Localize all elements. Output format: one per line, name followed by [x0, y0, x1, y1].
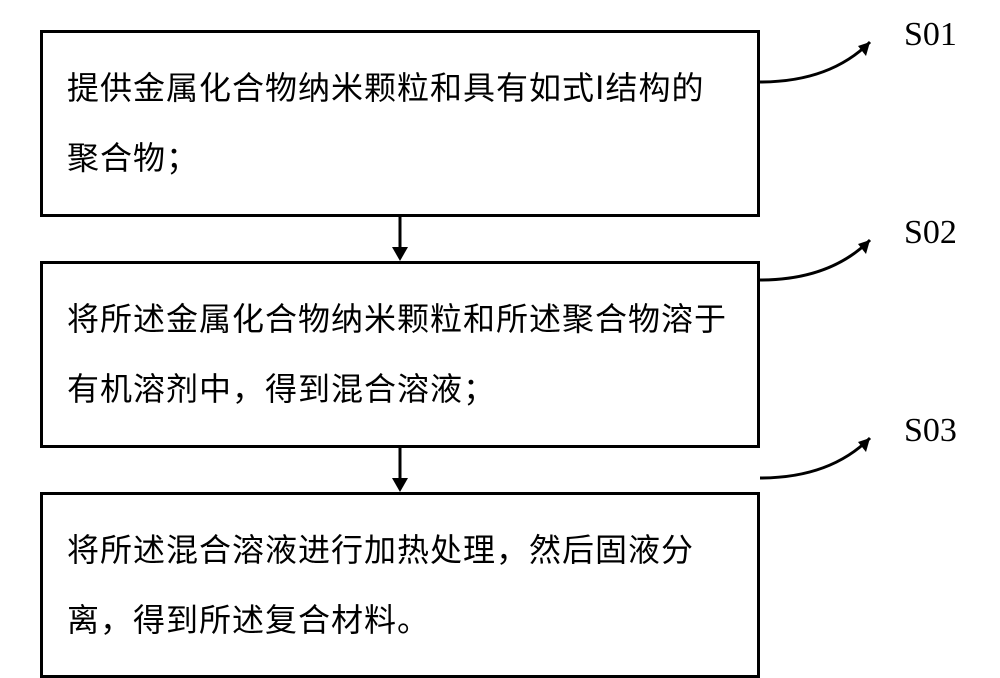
step-box-3: 将所述混合溶液进行加热处理，然后固液分离，得到所述复合材料。 — [40, 492, 760, 678]
step-label-3: S03 — [904, 412, 957, 450]
step-label-1: S01 — [904, 16, 957, 54]
arrow-down-2 — [40, 448, 760, 492]
step-label-2: S02 — [904, 214, 957, 252]
step-text-3: 将所述混合溶液进行加热处理，然后固液分离，得到所述复合材料。 — [67, 515, 733, 656]
step-text-1: 提供金属化合物纳米颗粒和具有如式Ⅰ结构的聚合物； — [67, 53, 733, 194]
step-box-2: 将所述金属化合物纳米颗粒和所述聚合物溶于有机溶剂中，得到混合溶液； — [40, 261, 760, 448]
step-box-1: 提供金属化合物纳米颗粒和具有如式Ⅰ结构的聚合物； — [40, 30, 760, 217]
step-text-2: 将所述金属化合物纳米颗粒和所述聚合物溶于有机溶剂中，得到混合溶液； — [67, 284, 733, 425]
arrow-down-1 — [40, 217, 760, 261]
flowchart-container: 提供金属化合物纳米颗粒和具有如式Ⅰ结构的聚合物； S01 将所述金属化合物纳米颗… — [40, 30, 940, 678]
